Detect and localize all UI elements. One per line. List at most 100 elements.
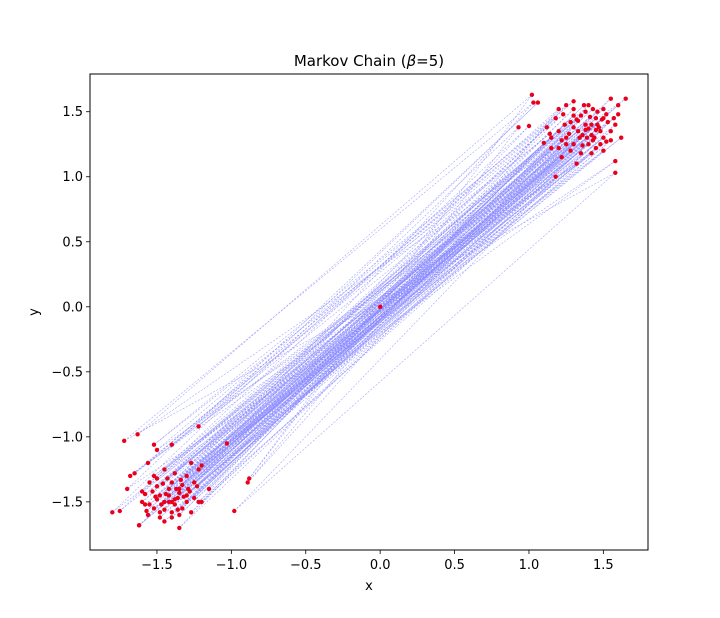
state-point	[145, 460, 151, 466]
state-point	[559, 138, 564, 143]
transition-line	[141, 130, 559, 492]
x-axis-label: x	[365, 579, 373, 594]
state-point	[583, 122, 588, 127]
state-point	[157, 510, 163, 515]
state-point	[151, 442, 157, 447]
transition-line	[247, 108, 559, 483]
transition-line	[174, 137, 604, 505]
state-point	[595, 122, 600, 127]
state-point	[139, 499, 145, 505]
state-point	[128, 473, 133, 479]
state-point	[568, 119, 573, 125]
transition-line	[155, 140, 562, 497]
axes-frame	[89, 73, 649, 551]
transition-line	[198, 142, 545, 503]
state-point	[184, 499, 189, 505]
state-point	[589, 122, 594, 127]
state-point	[157, 515, 163, 520]
chain-transitions	[112, 94, 626, 529]
x-tick-label: −0.5	[290, 558, 322, 573]
state-point	[553, 116, 558, 121]
y-tick-label: −1.5	[51, 495, 83, 510]
state-point	[136, 523, 142, 528]
state-point	[184, 473, 189, 479]
state-point	[192, 495, 197, 501]
state-point	[566, 131, 572, 136]
transition-line	[201, 102, 534, 466]
state-point	[178, 477, 183, 482]
x-tick-label: 0.0	[370, 558, 391, 573]
state-point	[593, 116, 599, 121]
x-tick-label: −1.0	[216, 558, 248, 573]
state-point	[583, 109, 588, 114]
transition-line	[137, 98, 626, 435]
state-point	[516, 125, 521, 130]
transition-line	[147, 137, 580, 516]
state-point	[166, 499, 172, 505]
state-point	[586, 126, 591, 131]
state-point	[616, 112, 621, 117]
transition-line	[165, 133, 570, 495]
transition-line	[156, 108, 594, 479]
state-point	[574, 161, 579, 166]
state-point	[605, 119, 610, 125]
transition-line	[234, 172, 616, 512]
state-point	[189, 510, 194, 515]
state-point	[598, 129, 603, 134]
state-point	[568, 148, 573, 153]
transition-line	[112, 176, 556, 513]
transition-line	[187, 104, 585, 490]
state-point	[135, 432, 140, 437]
transition-line	[226, 125, 530, 444]
y-tick-label: 1.5	[62, 105, 83, 120]
state-point	[169, 510, 174, 515]
state-point	[139, 489, 145, 494]
y-tick-label: 0.0	[62, 300, 83, 315]
transition-line	[126, 102, 539, 490]
state-point	[186, 486, 191, 492]
state-point	[571, 106, 576, 112]
state-point	[556, 106, 561, 112]
state-point	[177, 525, 182, 531]
state-point	[578, 113, 584, 118]
state-point	[584, 135, 590, 140]
state-point	[145, 512, 151, 518]
state-point	[194, 484, 200, 489]
state-point	[580, 143, 585, 148]
transition-line	[130, 133, 550, 477]
transition-line	[149, 137, 567, 483]
state-point	[196, 499, 201, 505]
state-point	[157, 493, 163, 498]
y-tick-label: 0.5	[62, 235, 83, 250]
transition-line	[168, 127, 548, 490]
transition-line	[188, 129, 597, 490]
state-point	[613, 158, 618, 164]
state-point	[122, 438, 127, 443]
state-point	[599, 117, 605, 122]
x-tick-label: −1.5	[141, 558, 173, 573]
state-point	[232, 508, 237, 514]
state-point	[581, 103, 587, 108]
state-point	[611, 116, 616, 121]
transition-line	[248, 94, 533, 479]
state-point	[162, 499, 167, 505]
state-point	[154, 447, 160, 453]
state-point	[150, 489, 155, 494]
state-point	[623, 96, 628, 101]
state-point	[587, 114, 593, 120]
transition-line	[153, 101, 574, 445]
state-point	[564, 142, 569, 147]
state-point	[175, 495, 180, 501]
state-point	[541, 140, 546, 146]
transition-line	[147, 163, 577, 464]
state-point	[169, 480, 174, 485]
transition-line	[198, 153, 592, 503]
state-point	[586, 142, 591, 147]
transition-line	[112, 127, 519, 513]
state-point	[180, 482, 185, 488]
transition-line	[201, 124, 616, 503]
x-tick-label: 0.5	[444, 558, 465, 573]
state-point	[577, 135, 582, 140]
transition-line	[179, 150, 571, 490]
state-point	[544, 125, 549, 130]
